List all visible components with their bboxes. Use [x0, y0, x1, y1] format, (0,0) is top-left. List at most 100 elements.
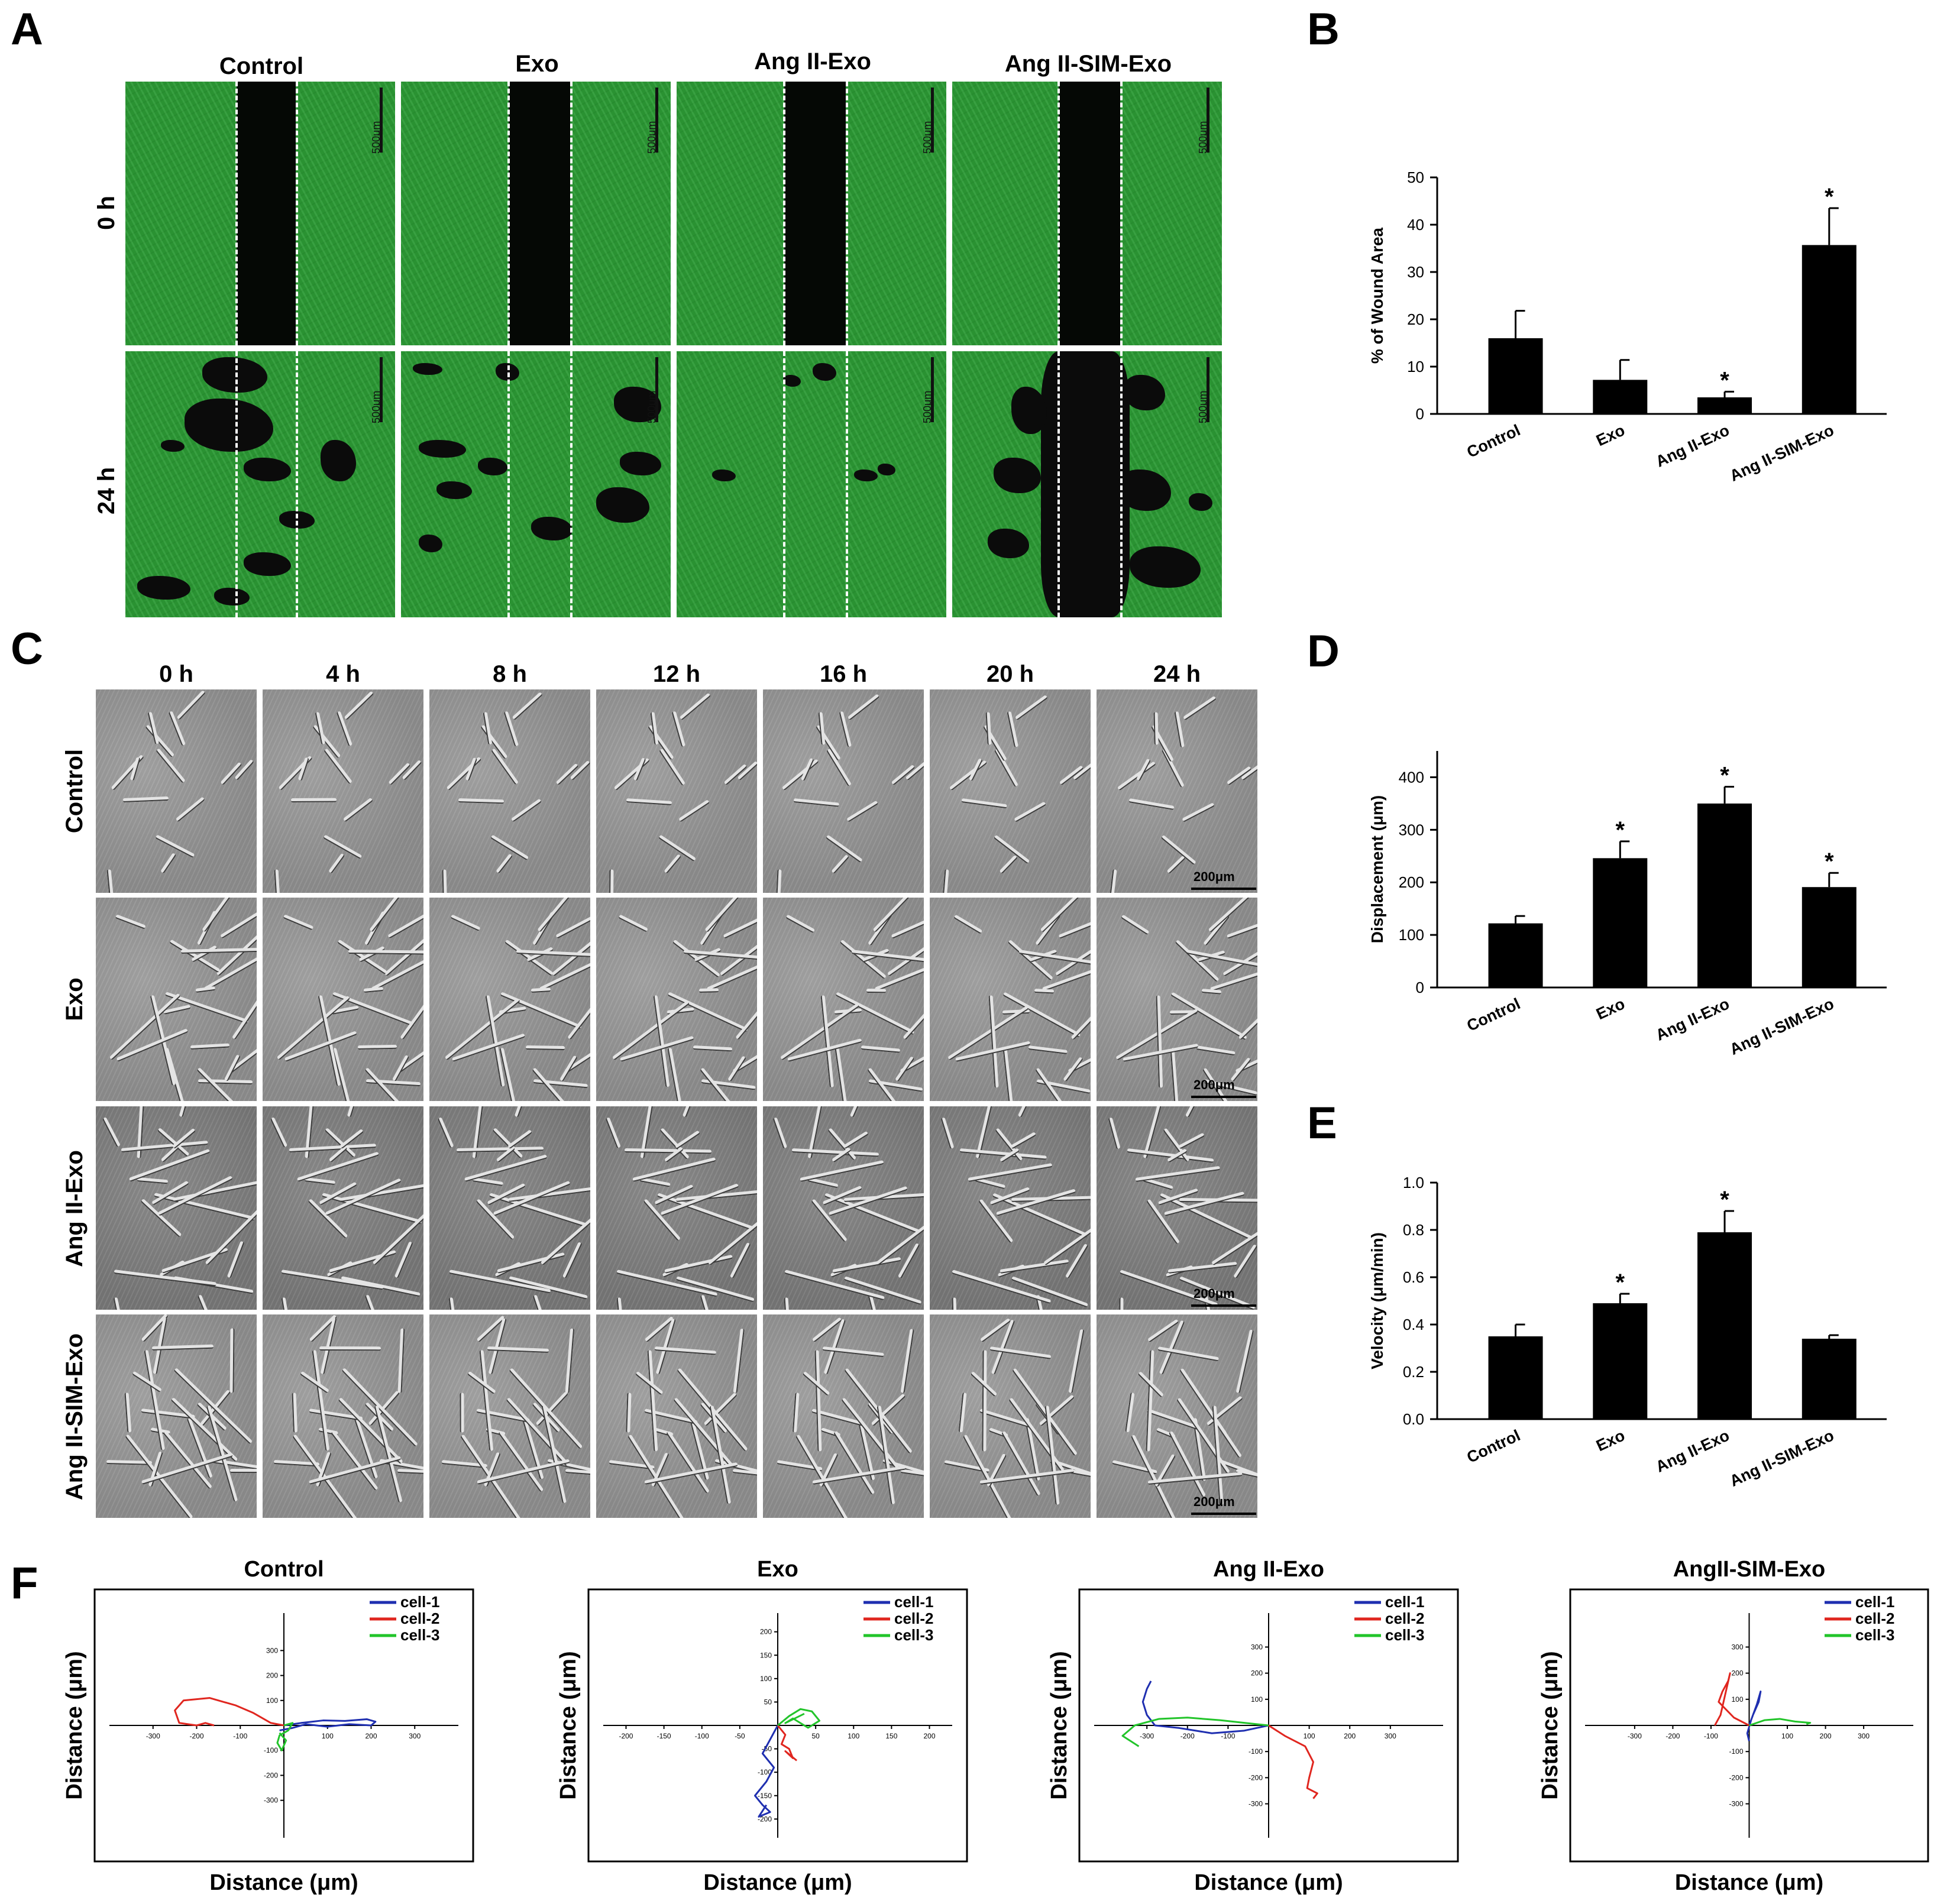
- cell-shape: [115, 914, 147, 930]
- cell-shape: [531, 987, 551, 993]
- x-tick-label: 200: [365, 1732, 377, 1740]
- cell-shape: [176, 689, 206, 720]
- cell-shape: [180, 947, 257, 954]
- x-tick-label: 100: [848, 1732, 859, 1740]
- cell-shape: [456, 1147, 544, 1152]
- cell-shape: [1238, 1003, 1257, 1040]
- panel-letter-e: E: [1307, 1098, 1337, 1148]
- bar: [1593, 380, 1648, 414]
- x-axis-label: Distance (μm): [209, 1870, 358, 1895]
- cell-shape: [900, 1329, 914, 1393]
- cell-shape: [953, 914, 983, 934]
- bar: [1488, 1336, 1543, 1419]
- y-tick-label: 0.6: [1403, 1268, 1424, 1286]
- cell-shape: [448, 1297, 458, 1310]
- trajectory-line-cell-3: [1749, 1718, 1812, 1727]
- panel-a-col-label: Exo: [515, 51, 559, 77]
- cell-shape: [464, 1154, 548, 1182]
- cell-shape: [510, 798, 542, 823]
- cell-shape: [1058, 915, 1091, 940]
- cell-shape: [364, 1294, 396, 1310]
- x-tick-label: Control: [1464, 995, 1523, 1035]
- bar: [1593, 858, 1648, 987]
- scale-bar: [1191, 888, 1256, 890]
- y-tick-label: 200: [1399, 873, 1424, 891]
- x-tick-label: -200: [619, 1732, 633, 1740]
- plot-title: Ang II-Exo: [1213, 1557, 1324, 1582]
- cell-shape: [835, 1047, 851, 1101]
- scale-bar-label: 500μm: [370, 390, 382, 423]
- cell-shape: [785, 914, 816, 933]
- cell-shape: [397, 1469, 423, 1477]
- cell-shape: [1156, 995, 1163, 1089]
- microscopy-image: [763, 1106, 924, 1310]
- bar: [1488, 923, 1543, 987]
- panel-a-col-label: Ang II-Exo: [754, 48, 871, 75]
- y-tick-label: 10: [1407, 358, 1424, 375]
- cell-shape: [791, 1148, 879, 1157]
- x-tick-label: Ang II-Exo: [1653, 995, 1732, 1044]
- y-tick-label: 300: [266, 1646, 278, 1654]
- cell-shape: [999, 854, 1018, 875]
- cell-shape: [968, 758, 983, 781]
- x-tick-label: -200: [1665, 1732, 1680, 1740]
- y-tick-label: 100: [266, 1696, 278, 1705]
- x-tick-label: Control: [1464, 1426, 1523, 1466]
- y-tick-label: 20: [1407, 310, 1424, 328]
- cell-shape: [832, 1257, 901, 1274]
- cell-shape: [512, 691, 544, 720]
- microscopy-image: [763, 1314, 924, 1518]
- y-tick-label: 300: [1399, 821, 1424, 838]
- x-tick-label: Exo: [1593, 421, 1628, 449]
- legend-label: cell-2: [400, 1610, 440, 1627]
- panel-a-col-label: Control: [219, 53, 304, 79]
- cell-shape: [387, 908, 423, 939]
- x-tick-label: -100: [1704, 1732, 1718, 1740]
- cell-shape: [842, 1131, 869, 1149]
- significance-marker: *: [1616, 817, 1625, 843]
- cell-shape: [363, 986, 383, 993]
- cell-shape: [618, 914, 648, 932]
- cell-shape: [1146, 1349, 1154, 1452]
- microscopy-image: [429, 689, 590, 893]
- cell-shape: [680, 692, 711, 720]
- trajectory-line-cell-2: [1268, 1724, 1318, 1799]
- legend-label: cell-1: [400, 1593, 440, 1611]
- x-tick-label: Ang II-Exo: [1653, 1426, 1732, 1476]
- cell-shape: [949, 759, 988, 791]
- cell-shape: [698, 987, 719, 993]
- trajectory-line-cell-2: [777, 1725, 798, 1761]
- cell-shape: [994, 748, 1018, 788]
- cell-shape: [619, 1035, 694, 1062]
- cell-shape: [733, 1469, 757, 1483]
- cell-shape: [121, 1140, 208, 1152]
- cell-shape: [394, 1241, 413, 1278]
- bar: [1488, 338, 1543, 414]
- y-tick-label: 0: [1416, 979, 1424, 996]
- cell-shape: [312, 1349, 329, 1451]
- cell-shape: [667, 1047, 686, 1101]
- y-tick-label: -200: [1249, 1773, 1263, 1782]
- significance-marker: *: [1616, 1270, 1625, 1296]
- y-axis-label: Distance (μm): [1047, 1651, 1072, 1799]
- panel-a-col-label: Ang II-SIM-Exo: [1004, 51, 1172, 77]
- trajectory-line-cell-2: [1714, 1672, 1750, 1727]
- x-tick-label: 300: [1385, 1732, 1396, 1740]
- y-tick-label: 200: [1251, 1669, 1263, 1678]
- cell-shape: [197, 1294, 231, 1310]
- cell-shape: [826, 748, 852, 787]
- y-tick-label: -150: [758, 1792, 772, 1800]
- bar: [1593, 1303, 1648, 1419]
- x-tick-label: -50: [735, 1732, 745, 1740]
- microscopy-image: [596, 1106, 757, 1310]
- cell-shape: [849, 1106, 884, 1118]
- x-tick-label: 150: [885, 1732, 897, 1740]
- scale-bar-label: 500μm: [921, 390, 933, 423]
- x-tick-label: -100: [1221, 1732, 1235, 1740]
- cell-shape: [1110, 869, 1117, 893]
- bar-chart-d: 0 100 200 300 400 Displacement (μm) Control * Ex…: [1368, 751, 1887, 1058]
- bar: [1697, 397, 1752, 414]
- y-tick-label: 300: [1731, 1643, 1743, 1651]
- cell-shape: [700, 1294, 726, 1310]
- legend-label: cell-3: [1855, 1626, 1895, 1644]
